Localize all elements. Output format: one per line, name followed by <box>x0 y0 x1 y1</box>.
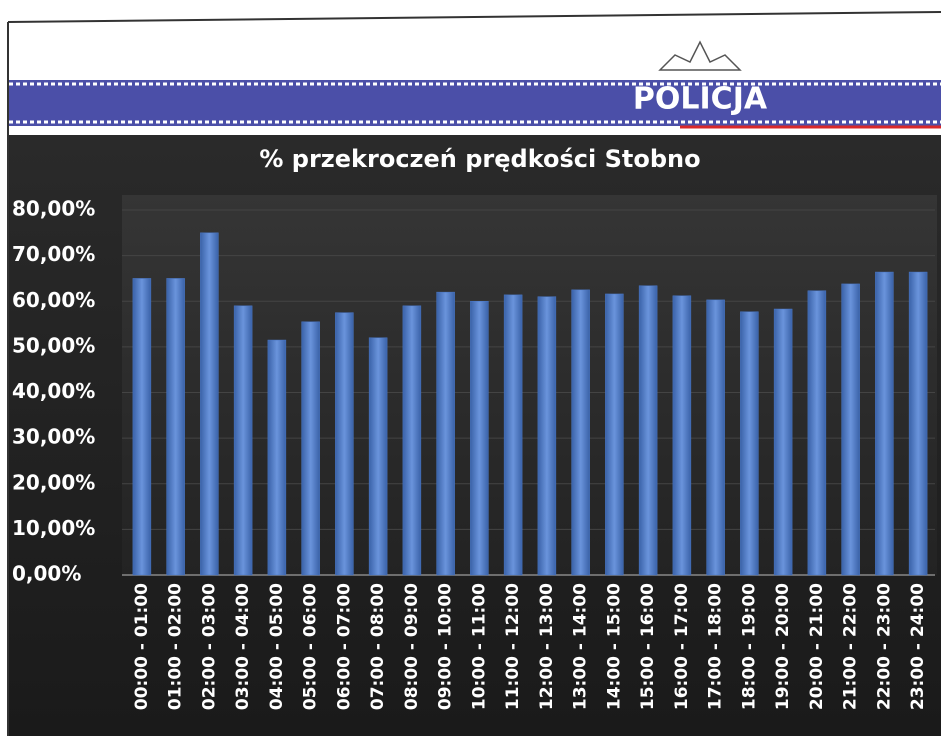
bar <box>908 271 928 576</box>
badge-icon <box>658 40 742 71</box>
bar <box>875 271 894 576</box>
x-tick-label: 03:00 - 04:00 <box>233 583 253 710</box>
x-tick-label: 18:00 - 19:00 <box>739 583 759 710</box>
x-tick-label: 08:00 - 09:00 <box>402 583 422 710</box>
y-tick-label: 70,00% <box>12 242 95 266</box>
bar <box>740 311 759 576</box>
y-tick-label: 50,00% <box>12 333 95 357</box>
x-tick-label: 22:00 - 23:00 <box>874 583 894 710</box>
bar <box>166 278 185 576</box>
bar <box>200 232 219 576</box>
y-tick-label: 10,00% <box>12 516 95 540</box>
bar <box>132 278 152 576</box>
x-tick-label: 01:00 - 02:00 <box>166 583 186 710</box>
y-tick-label: 20,00% <box>12 470 95 494</box>
x-tick-label: 11:00 - 12:00 <box>503 583 523 710</box>
x-tick-label: 19:00 - 20:00 <box>773 583 793 710</box>
x-tick-label: 10:00 - 11:00 <box>469 583 489 710</box>
x-tick-label: 04:00 - 05:00 <box>267 583 287 710</box>
bar <box>537 296 557 576</box>
x-tick-label: 13:00 - 14:00 <box>571 583 591 710</box>
bar <box>638 285 658 576</box>
x-tick-label: 23:00 - 24:00 <box>908 583 928 710</box>
y-tick-label: 0,00% <box>12 562 81 586</box>
border <box>7 11 941 23</box>
x-tick-label: 17:00 - 18:00 <box>706 583 726 710</box>
x-tick-label: 12:00 - 13:00 <box>537 583 557 710</box>
bar <box>807 290 827 576</box>
bar <box>267 339 287 576</box>
header-band <box>9 80 941 126</box>
y-tick-label: 40,00% <box>12 379 95 403</box>
bar <box>571 289 590 576</box>
bar <box>470 301 489 576</box>
bar <box>368 337 388 576</box>
header-text: POLICJA <box>633 82 768 117</box>
bar <box>672 295 692 576</box>
chart-title: % przekroczeń prędkości Stobno <box>259 145 700 173</box>
x-tick-label: 15:00 - 16:00 <box>638 583 658 710</box>
x-tick-label: 00:00 - 01:00 <box>132 583 152 710</box>
bar <box>773 308 793 576</box>
y-tick-label: 60,00% <box>12 288 95 312</box>
bar <box>301 321 320 576</box>
plot-area <box>122 195 937 575</box>
bar <box>436 291 455 576</box>
bar <box>233 305 253 576</box>
x-tick-label: 05:00 - 06:00 <box>301 583 321 710</box>
x-tick-label: 09:00 - 10:00 <box>436 583 456 710</box>
x-tick-label: 20:00 - 21:00 <box>807 583 827 710</box>
x-tick-label: 02:00 - 03:00 <box>199 583 219 710</box>
bar <box>706 299 725 576</box>
y-tick-label: 80,00% <box>12 197 95 221</box>
x-tick-label: 06:00 - 07:00 <box>334 583 354 710</box>
x-tick-label: 07:00 - 08:00 <box>368 583 388 710</box>
bar <box>402 305 422 576</box>
bar <box>335 312 354 576</box>
x-tick-label: 16:00 - 17:00 <box>672 583 692 710</box>
bar <box>605 293 624 576</box>
y-tick-label: 30,00% <box>12 425 95 449</box>
bar <box>503 294 523 576</box>
x-tick-label: 14:00 - 15:00 <box>604 583 624 710</box>
bar <box>841 283 860 576</box>
x-tick-label: 21:00 - 22:00 <box>841 583 861 710</box>
